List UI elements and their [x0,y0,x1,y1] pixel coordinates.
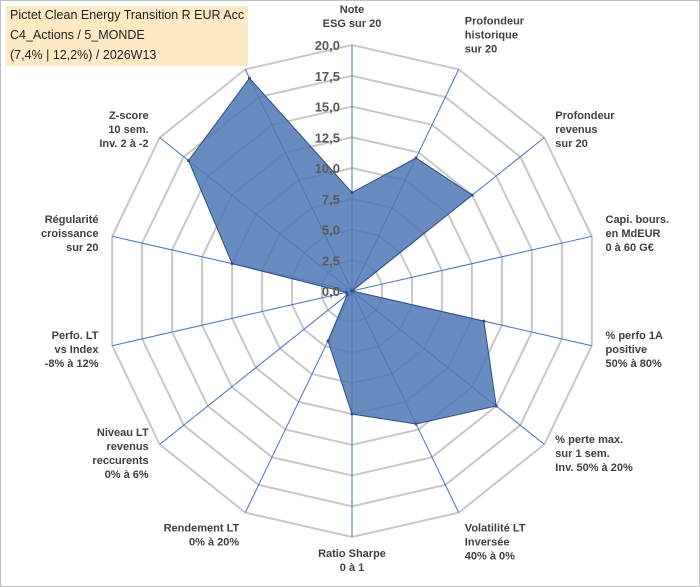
category-label-1-line-0: Profondeur [465,16,525,28]
category-label-4-line-1: positive [606,344,648,356]
category-label-2: Profondeur revenus sur 20 [555,110,615,150]
category-label-12-line-0: Z-score [109,110,149,122]
category-label-7-line-0: Ratio Sharpe [318,548,386,560]
category-label-10-line-1: vs Index [54,344,99,356]
data-point-0 [350,191,354,195]
spoke-9 [159,290,353,445]
data-point-6 [414,422,418,426]
data-point-5 [494,404,498,408]
category-label-2-line-0: Profondeur [555,110,615,122]
r-tick-label-0: 0,0 [322,284,340,299]
category-label-0-line-0: Note [340,4,364,16]
data-point-8 [326,339,330,343]
category-label-1: Profondeur historique sur 20 [465,16,525,56]
category-label-6: Volatilité LT Inversée 40% à 0% [465,522,526,562]
r-tick-label-2: 5,0 [322,223,340,238]
r-tick-label-5: 12,5 [315,130,340,145]
r-tick-label-6: 15,0 [315,100,340,115]
data-point-4 [482,319,486,323]
category-label-2-line-1: revenus [555,124,597,136]
category-label-10-line-0: Perfo. LT [52,330,99,342]
category-label-4: % perfo 1A positive 50% à 80% [606,330,664,370]
category-label-3-line-1: en MdEUR [606,228,661,240]
category-label-5-line-0: % perte max. [555,434,623,446]
radar-series [187,76,498,426]
category-label-3: Capi. bours. en MdEUR 0 à 60 G€ [606,214,670,254]
category-label-7-line-1: 0 à 1 [340,562,364,574]
chart-title-stats: (7,4% | 12,2%) / 2026W13 [10,48,157,62]
category-label-1-line-1: historique [465,30,518,42]
data-point-10 [344,290,348,294]
category-label-2-line-2: sur 20 [555,138,587,150]
category-label-9-line-1: revenus [106,441,148,453]
data-point-12 [187,159,190,163]
chart-title-box: Pictet Clean Energy Transition R EUR Acc… [6,6,248,66]
category-label-5-line-1: sur 1 sem. [555,448,609,460]
category-label-11-line-1: croissance [41,228,98,240]
data-point-9 [345,293,349,297]
category-label-8-line-1: 0% à 20% [189,536,239,548]
category-label-6-line-0: Volatilité LT [465,522,526,534]
category-label-8-line-0: Rendement LT [164,522,240,534]
category-label-4-line-2: 50% à 80% [606,358,662,370]
category-label-9-line-0: Niveau LT [97,427,149,439]
category-label-11: Régularité croissance sur 20 [41,214,98,254]
category-label-3-line-0: Capi. bours. [606,214,670,226]
spoke-3 [351,235,592,292]
radial-tick-labels: 0,0 2,5 5,0 7,5 10,0 12,5 15,0 17,5 20,0 [315,38,340,299]
category-labels: Note ESG sur 20 Profondeur historique sur 20… [41,4,669,574]
category-label-9-line-2: reccurents [92,455,148,467]
r-tick-label-7: 17,5 [315,69,340,84]
category-label-6-line-1: Inversée [465,536,510,548]
data-point-13 [248,76,251,80]
data-point-3 [350,289,354,293]
spoke-10 [112,290,353,347]
category-label-10: Perfo. LT vs Index -8% à 12% [45,330,100,370]
category-label-4-line-0: % perfo 1A [606,330,664,342]
data-point-11 [230,262,234,266]
category-label-11-line-0: Régularité [45,214,99,226]
category-label-12-line-1: 10 sem. [108,124,148,136]
category-label-3-line-2: 0 à 60 G€ [606,242,654,254]
r-tick-label-3: 7,5 [322,192,340,207]
r-tick-label-4: 10,0 [315,161,340,176]
chart-title-category: C4_Actions / 5_MONDE [10,28,145,42]
category-label-0-line-1: ESG sur 20 [323,18,382,30]
category-label-11-line-2: sur 20 [66,242,98,254]
data-point-2 [470,193,474,197]
category-label-0: Note ESG sur 20 [323,4,382,30]
category-label-12-line-2: Inv. 2 à -2 [99,138,148,150]
category-label-5-line-2: Inv. 50% à 20% [555,462,633,474]
category-label-5: % perte max. sur 1 sem. Inv. 50% à 20% [555,434,633,474]
r-tick-label-1: 2,5 [322,253,340,268]
category-label-1-line-2: sur 20 [465,44,497,56]
category-label-8: Rendement LT 0% à 20% [164,522,240,548]
data-point-1 [414,156,418,160]
data-point-7 [350,412,354,416]
category-label-9: Niveau LT revenus reccurents 0% à 6% [92,427,149,481]
series-area-0 [187,77,497,425]
category-label-7: Ratio Sharpe 0 à 1 [318,548,386,574]
r-tick-label-8: 20,0 [315,38,340,53]
category-label-12: Z-score 10 sem. Inv. 2 à -2 [99,110,148,150]
category-label-6-line-2: 40% à 0% [465,550,515,562]
category-label-10-line-2: -8% à 12% [45,358,99,370]
category-label-9-line-3: 0% à 6% [105,469,149,481]
chart-title-fund: Pictet Clean Energy Transition R EUR Acc [10,8,245,22]
